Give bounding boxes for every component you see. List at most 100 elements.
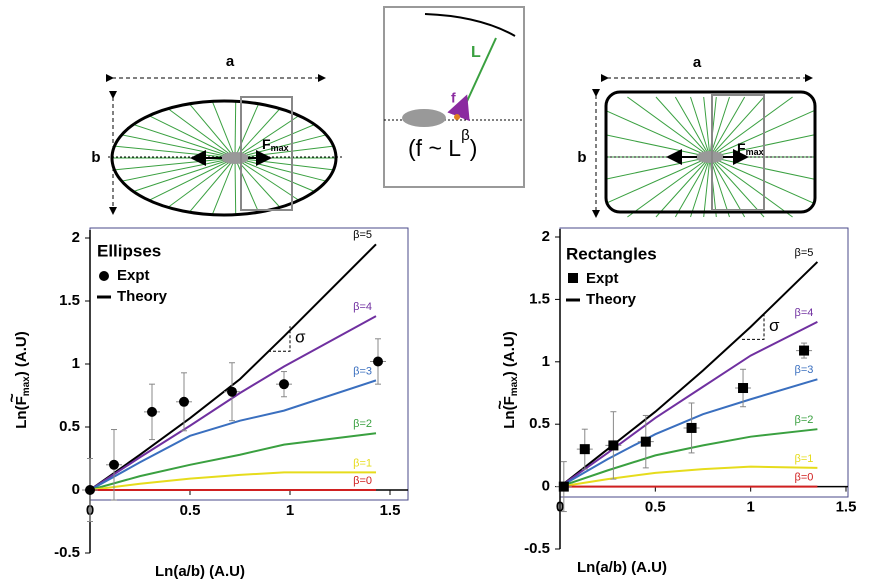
x-tick-label: 1 — [286, 502, 294, 519]
y-label-sub: max — [21, 376, 32, 396]
legend-label: Expt — [117, 267, 150, 284]
series-label: β=3 — [795, 364, 814, 376]
x-tick-label: 1.5 — [836, 499, 857, 516]
ray — [148, 157, 236, 201]
theory-line — [89, 315, 377, 491]
expt-point — [608, 440, 619, 451]
y-label-main: Ln(F — [501, 396, 518, 428]
force-symbol: F — [262, 136, 271, 152]
ray — [703, 156, 711, 218]
y-tick-label: 1.5 — [59, 292, 80, 309]
legend-label: Theory — [586, 291, 637, 308]
legend-title: Ellipses — [97, 241, 161, 260]
ray — [114, 157, 236, 171]
ray — [234, 103, 260, 159]
y-axis-label: Ln(Fmax) (A.U) — [13, 331, 32, 429]
ray — [690, 156, 711, 218]
y-tick-label: 2 — [72, 229, 80, 246]
theory-line — [559, 465, 818, 488]
expt-point — [799, 345, 810, 356]
series-label: β=0 — [795, 472, 814, 484]
legend-marker — [568, 273, 578, 283]
ray — [167, 157, 236, 208]
y-axis-label: Ln(Fmax) (A.U) — [501, 331, 520, 429]
ray — [189, 157, 236, 213]
expt-point — [686, 422, 697, 433]
series-label: β=4 — [353, 301, 372, 313]
series-label: β=4 — [795, 307, 814, 319]
inset-diagram: L f (f ~ Lβ) — [383, 6, 525, 188]
law-close: ) — [470, 135, 478, 161]
slope-label: σ — [769, 316, 780, 335]
rectangle-diagram: a b Fmax — [577, 54, 817, 218]
width-label: a — [226, 53, 235, 70]
legend-title: Rectangles — [566, 244, 657, 263]
force-label: f — [451, 90, 456, 106]
ray — [234, 157, 281, 208]
series-label: β=1 — [353, 457, 372, 469]
series-label: β=0 — [353, 475, 372, 487]
y-label-sub: max — [509, 376, 520, 396]
y-tick-label: 1 — [542, 353, 550, 370]
ray — [709, 96, 793, 158]
radial-lines — [112, 101, 336, 215]
theory-line — [559, 261, 819, 488]
series-label: β=5 — [353, 229, 372, 241]
y-label-tail: ) (A.U) — [501, 331, 518, 376]
ray — [211, 101, 236, 159]
ray — [709, 96, 746, 158]
slope-triangle — [268, 326, 291, 352]
ray — [709, 156, 746, 218]
force-label: Fmax — [262, 136, 289, 154]
ray — [114, 145, 236, 159]
ray — [121, 134, 236, 159]
expt-point — [579, 444, 590, 455]
ray — [234, 134, 327, 159]
expt-point — [109, 459, 119, 470]
anchor — [454, 114, 460, 120]
ray — [655, 156, 711, 218]
series-label: β=5 — [795, 247, 814, 259]
ray — [234, 157, 334, 171]
force-subscript: max — [746, 147, 764, 157]
ray — [167, 108, 236, 159]
ray — [709, 156, 815, 180]
ray — [234, 157, 260, 213]
expt-point — [373, 356, 383, 367]
x-tick-label: 1 — [746, 499, 754, 516]
y-tick-label: -0.5 — [54, 544, 80, 561]
ray — [655, 96, 711, 158]
cell — [696, 151, 724, 163]
expt-point — [179, 396, 189, 407]
series-label: β=3 — [353, 365, 372, 377]
series-label: β=1 — [795, 453, 814, 465]
y-label-main: Ln(F — [13, 396, 30, 428]
ray — [709, 156, 793, 218]
theory-line — [89, 432, 377, 491]
theory-line — [559, 428, 818, 488]
y-tick-label: 0.5 — [59, 418, 80, 435]
law-label: (f ~ Lβ) — [408, 127, 477, 161]
ray — [690, 96, 711, 158]
y-label-tail: ) (A.U) — [13, 331, 30, 376]
inset-box — [240, 96, 293, 211]
ray — [234, 157, 300, 201]
ray — [189, 103, 236, 159]
length-label: L — [471, 44, 481, 61]
theory-line — [559, 320, 818, 488]
series-label: β=2 — [353, 418, 372, 430]
y-tick-label: 1.5 — [529, 290, 550, 307]
height-label: b — [577, 149, 586, 166]
ray — [234, 157, 237, 215]
height-label: b — [91, 149, 100, 166]
expt-point — [147, 406, 157, 417]
force-label: Fmax — [737, 140, 764, 158]
ray — [605, 110, 711, 158]
ray — [121, 157, 236, 182]
force-symbol: F — [737, 140, 746, 156]
x-tick-label: 0 — [556, 499, 564, 516]
ray — [709, 96, 730, 158]
law-text: (f ~ L — [408, 135, 461, 161]
y-label-tilde: ~ — [492, 400, 509, 409]
